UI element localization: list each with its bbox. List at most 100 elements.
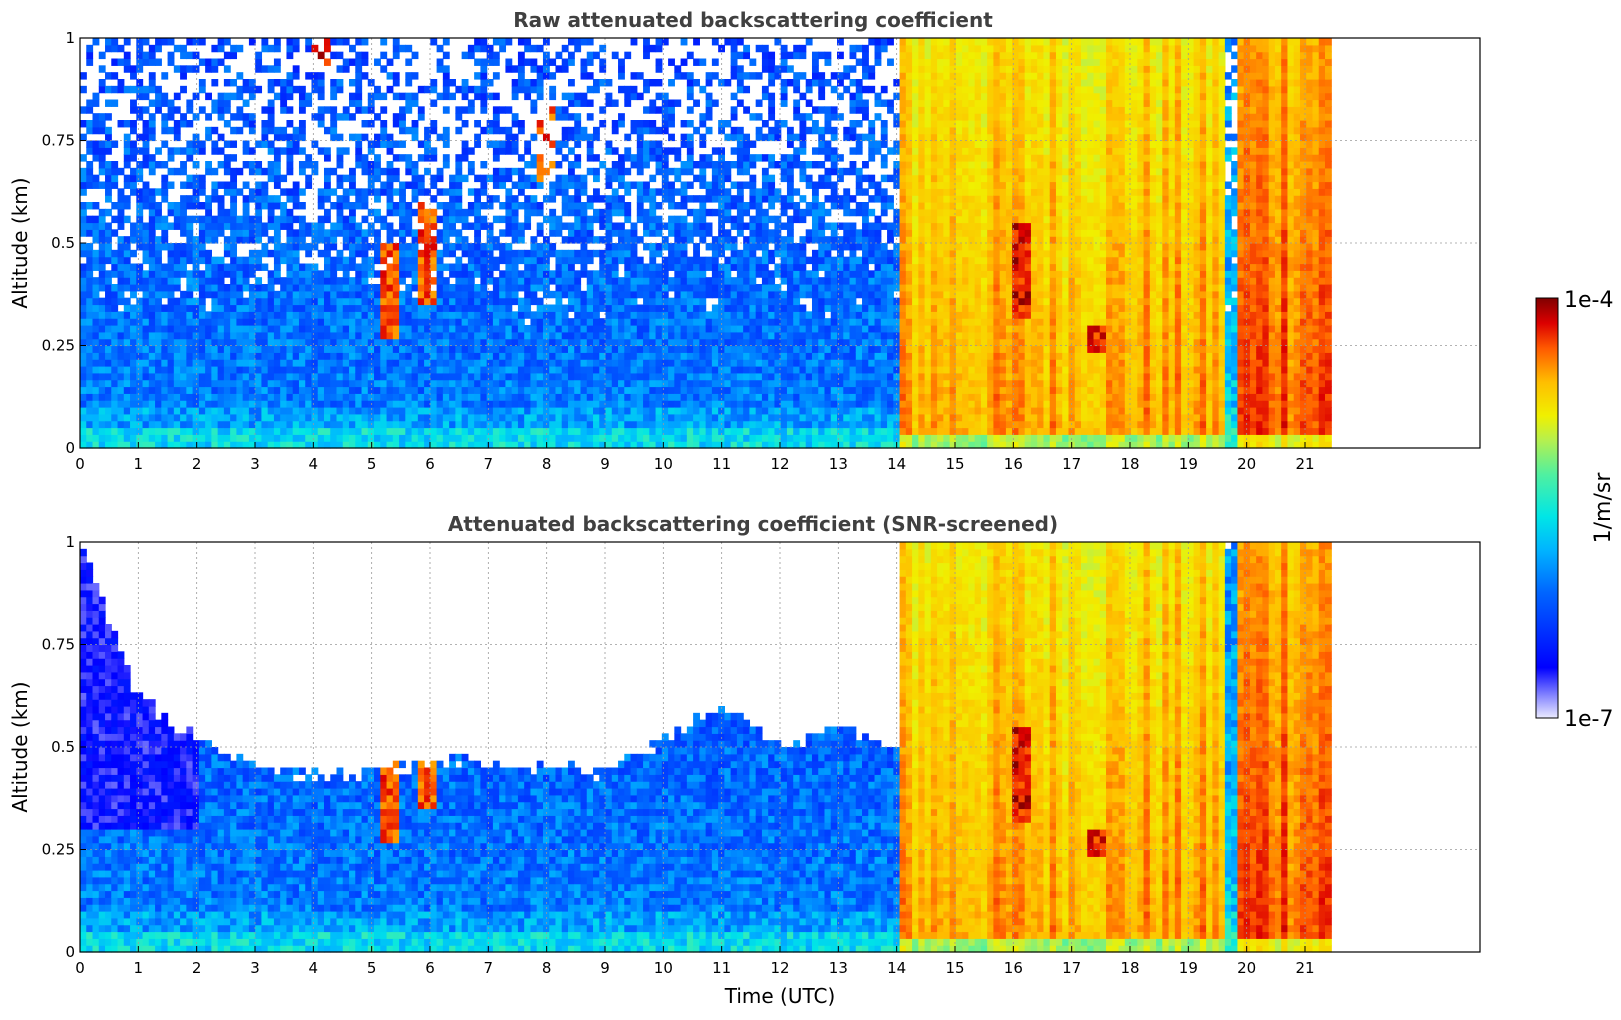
heatmap-cell: [474, 120, 481, 128]
heatmap-cell: [442, 79, 450, 87]
heatmap-cell: [668, 359, 675, 367]
heatmap-cell: [580, 236, 588, 244]
heatmap-cell: [430, 304, 438, 312]
heatmap-cell: [399, 413, 406, 422]
heatmap-cell: [217, 229, 225, 237]
heatmap-cell: [755, 304, 763, 312]
heatmap-cell: [399, 229, 406, 237]
heatmap-cell: [80, 277, 87, 285]
heatmap-cell: [755, 427, 763, 435]
heatmap-cell: [611, 256, 619, 265]
heatmap-cell: [255, 352, 263, 360]
heatmap-cell: [380, 366, 388, 374]
heatmap-cell: [480, 99, 488, 107]
heatmap-cell: [668, 243, 675, 251]
heatmap-cell: [361, 366, 369, 374]
heatmap-cell: [211, 441, 219, 449]
heatmap-cell: [367, 92, 375, 101]
heatmap-cell: [98, 379, 106, 388]
heatmap-cell: [130, 338, 137, 347]
heatmap-cell: [155, 386, 162, 394]
heatmap-cell: [718, 284, 725, 292]
heatmap-cell: [761, 236, 769, 244]
heatmap-cell: [736, 331, 744, 340]
heatmap-cell: [298, 290, 306, 299]
heatmap-cell: [630, 420, 638, 429]
heatmap-cell: [511, 147, 519, 155]
heatmap-cell: [148, 338, 156, 347]
heatmap-cell: [317, 325, 325, 333]
heatmap-cell: [273, 256, 281, 265]
heatmap-cell: [567, 420, 575, 429]
heatmap-cell: [774, 386, 782, 394]
heatmap-cell: [768, 304, 776, 312]
heatmap-cell: [236, 126, 244, 135]
heatmap-cell: [386, 140, 394, 148]
heatmap-cell: [492, 120, 500, 128]
heatmap-cell: [198, 441, 206, 449]
heatmap-cell: [511, 427, 519, 435]
heatmap-cell: [455, 372, 463, 381]
heatmap-cell: [361, 256, 369, 265]
heatmap-cell: [524, 434, 532, 442]
heatmap-cell: [273, 154, 281, 162]
heatmap-cell: [430, 263, 438, 271]
heatmap-cell: [567, 202, 575, 210]
heatmap-cell: [173, 243, 181, 251]
heatmap-cell: [148, 208, 156, 217]
heatmap-cell: [774, 427, 782, 435]
heatmap-cell: [436, 413, 444, 422]
heatmap-cell: [730, 181, 738, 189]
heatmap-cell: [399, 188, 406, 196]
heatmap-cell: [142, 400, 150, 408]
heatmap-cell: [486, 379, 494, 388]
heatmap-cell: [286, 236, 294, 244]
heatmap-cell: [649, 427, 657, 435]
heatmap-cell: [480, 366, 488, 374]
heatmap-cell: [367, 188, 375, 196]
heatmap-cell: [743, 304, 751, 312]
heatmap-cell: [80, 434, 87, 442]
heatmap-cell: [405, 161, 413, 169]
heatmap-cell: [399, 338, 406, 347]
heatmap-cell: [92, 202, 100, 210]
heatmap-cell: [336, 352, 344, 360]
heatmap-cell: [173, 441, 181, 449]
heatmap-cell: [142, 256, 150, 265]
heatmap-cell: [367, 427, 375, 435]
heatmap-cell: [92, 372, 100, 381]
heatmap-cell: [711, 263, 719, 271]
heatmap-cell: [599, 215, 607, 224]
heatmap-cell: [411, 325, 419, 333]
heatmap-cell: [180, 229, 187, 237]
heatmap-cell: [643, 270, 650, 278]
heatmap-cell: [555, 290, 563, 299]
heatmap-cell: [718, 208, 725, 217]
heatmap-cell: [643, 106, 650, 114]
heatmap-cell: [380, 290, 388, 299]
heatmap-cell: [630, 85, 638, 94]
heatmap-cell: [743, 420, 751, 429]
heatmap-cell: [80, 222, 87, 230]
heatmap-cell: [555, 51, 563, 60]
heatmap-cell: [161, 441, 169, 449]
heatmap-cell: [223, 99, 231, 107]
heatmap-cell: [580, 379, 588, 388]
heatmap-cell: [255, 413, 263, 422]
heatmap-cell: [693, 38, 700, 46]
heatmap-cell: [511, 85, 519, 94]
heatmap-cell: [130, 420, 137, 429]
heatmap-cell: [574, 400, 582, 408]
heatmap-cell: [474, 284, 481, 292]
heatmap-cell: [674, 366, 682, 374]
heatmap-cell: [92, 113, 100, 121]
heatmap-cell: [255, 427, 263, 435]
heatmap-cell: [211, 331, 219, 340]
heatmap-cell: [711, 188, 719, 196]
heatmap-cell: [611, 413, 619, 422]
heatmap-cell: [680, 161, 688, 169]
heatmap-cell: [749, 427, 757, 435]
heatmap-cell: [192, 297, 200, 306]
heatmap-cell: [223, 413, 231, 422]
heatmap-cell: [505, 338, 513, 347]
